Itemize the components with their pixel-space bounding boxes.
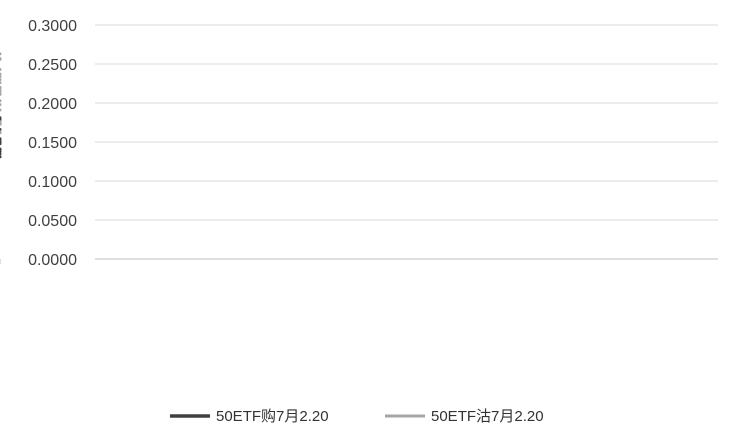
data-point xyxy=(0,85,2,89)
data-point xyxy=(0,57,2,61)
legend: 50ETF购7月2.20 50ETF沽7月2.20 xyxy=(170,408,544,425)
data-point xyxy=(0,128,2,131)
data-point xyxy=(0,139,2,143)
data-point xyxy=(0,116,2,120)
data-point xyxy=(0,78,2,82)
data-point xyxy=(0,131,2,135)
y-tick-label: 0.2500 xyxy=(28,57,77,74)
data-point xyxy=(0,81,2,85)
data-point xyxy=(0,68,2,71)
y-tick-label: 0.1000 xyxy=(28,174,77,191)
data-point xyxy=(0,52,2,56)
data-point xyxy=(0,92,2,96)
data-point xyxy=(0,149,2,153)
legend-label-1: 50ETF购7月2.20 xyxy=(216,408,329,425)
data-point xyxy=(0,72,2,76)
y-tick-label: 0.3000 xyxy=(28,18,77,35)
y-tick-label: 0.0000 xyxy=(28,252,77,269)
data-point xyxy=(0,137,2,141)
y-tick-label: 0.0500 xyxy=(28,213,77,230)
data-point xyxy=(0,120,2,124)
data-point xyxy=(0,75,2,78)
series-lines xyxy=(0,52,2,159)
y-tick-label: 0.2000 xyxy=(28,96,77,113)
legend-label-2: 50ETF沽7月2.20 xyxy=(431,408,544,425)
data-point xyxy=(0,122,2,126)
data-point xyxy=(0,152,2,156)
data-point xyxy=(0,103,2,107)
data-point xyxy=(0,155,2,159)
gridlines xyxy=(95,24,718,221)
data-point xyxy=(0,108,2,112)
y-axis-tick-labels: 0.0000 0.0500 0.1000 0.1500 0.2000 0.2500 0.30… xyxy=(28,18,77,269)
data-point xyxy=(0,99,2,103)
y-tick-label: 0.1500 xyxy=(28,135,77,152)
data-point xyxy=(0,89,2,93)
data-point xyxy=(0,142,2,146)
